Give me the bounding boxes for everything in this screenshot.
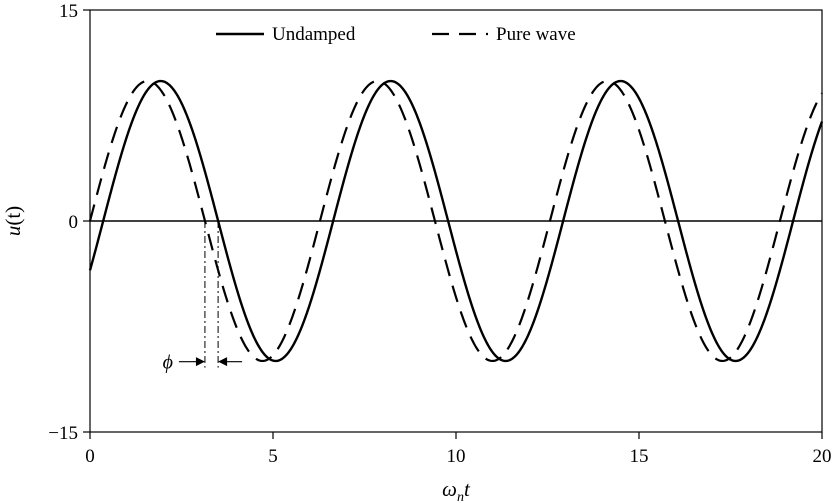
legend-label-undamped: Undamped [272, 24, 356, 45]
phase-annotation: ϕ [163, 221, 243, 374]
x-tick-label: 10 [447, 446, 466, 467]
x-tick-label: 5 [268, 446, 278, 467]
y-tick-label: 15 [59, 1, 78, 22]
x-axis-label-main: ω [442, 477, 457, 501]
x-axis-label-tail: t [464, 477, 471, 501]
phase-arrowhead-left [195, 357, 205, 367]
phase-label: ϕ [163, 352, 173, 374]
legend: Undamped Pure wave [216, 24, 576, 45]
x-axis-label: ωnt [442, 477, 471, 503]
x-ticks: 0 5 10 15 20 [85, 432, 832, 467]
x-tick-label: 20 [813, 446, 832, 467]
y-tick-label: −15 [48, 423, 78, 444]
series-pure-wave-line [88, 79, 823, 363]
y-ticks: −15 0 15 [48, 1, 90, 444]
y-axis-label: u(t) [1, 206, 25, 236]
y-tick-label: 0 [69, 212, 79, 233]
phase-arrowhead-right [218, 357, 228, 367]
y-axis-label-tail: (t) [1, 206, 25, 226]
series-undamped-line [88, 79, 824, 363]
legend-label-pure-wave: Pure wave [496, 24, 576, 45]
x-axis-label-subscript: n [457, 490, 464, 503]
x-tick-label: 15 [630, 446, 649, 467]
y-axis-label-main: u [1, 226, 25, 237]
x-tick-label: 0 [85, 446, 95, 467]
